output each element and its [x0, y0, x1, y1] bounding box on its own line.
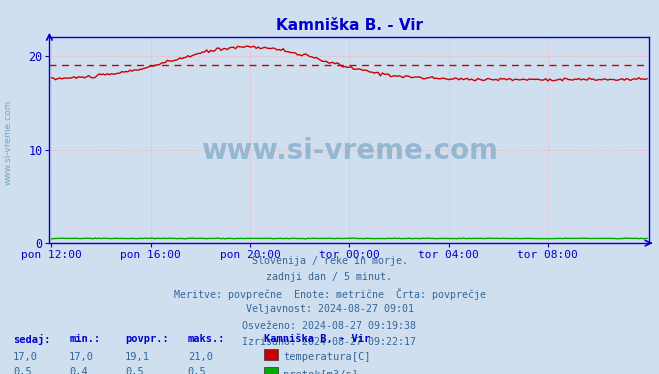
Text: 17,0: 17,0: [13, 352, 38, 362]
Text: sedaj:: sedaj:: [13, 334, 51, 344]
Text: pretok[m3/s]: pretok[m3/s]: [283, 370, 358, 374]
Text: maks.:: maks.:: [188, 334, 225, 344]
Text: Izrisano: 2024-08-27 09:22:17: Izrisano: 2024-08-27 09:22:17: [243, 337, 416, 347]
Text: Osveženo: 2024-08-27 09:19:38: Osveženo: 2024-08-27 09:19:38: [243, 321, 416, 331]
Text: povpr.:: povpr.:: [125, 334, 169, 344]
Text: 0,5: 0,5: [13, 367, 32, 374]
Text: www.si-vreme.com: www.si-vreme.com: [3, 99, 13, 185]
Text: zadnji dan / 5 minut.: zadnji dan / 5 minut.: [266, 272, 393, 282]
Text: 0,5: 0,5: [125, 367, 144, 374]
Text: www.si-vreme.com: www.si-vreme.com: [201, 137, 498, 165]
Text: 0,4: 0,4: [69, 367, 88, 374]
Text: Veljavnost: 2024-08-27 09:01: Veljavnost: 2024-08-27 09:01: [246, 304, 413, 315]
Text: Meritve: povprečne  Enote: metrične  Črta: povprečje: Meritve: povprečne Enote: metrične Črta:…: [173, 288, 486, 300]
Text: 0,5: 0,5: [188, 367, 206, 374]
Text: temperatura[C]: temperatura[C]: [283, 352, 371, 362]
Text: 17,0: 17,0: [69, 352, 94, 362]
Text: Slovenija / reke in morje.: Slovenija / reke in morje.: [252, 256, 407, 266]
Title: Kamniška B. - Vir: Kamniška B. - Vir: [275, 18, 423, 33]
Text: min.:: min.:: [69, 334, 100, 344]
Text: 19,1: 19,1: [125, 352, 150, 362]
Text: 21,0: 21,0: [188, 352, 213, 362]
Text: Kamniška B. - Vir: Kamniška B. - Vir: [264, 334, 370, 344]
